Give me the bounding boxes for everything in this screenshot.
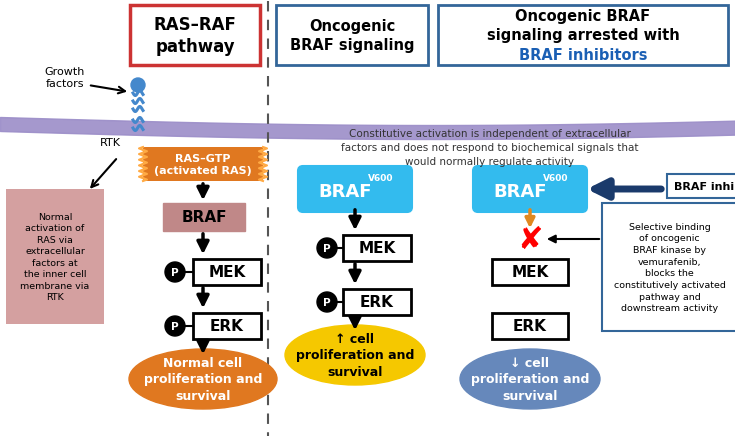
Text: RAS–GTP
(activated RAS): RAS–GTP (activated RAS) xyxy=(154,154,252,176)
Text: Constitutive activation is independent of extracellular
factors and does not res: Constitutive activation is independent o… xyxy=(341,129,639,166)
Bar xyxy=(130,6,260,66)
Circle shape xyxy=(317,238,337,258)
Text: ↓ cell
proliferation and
survival: ↓ cell proliferation and survival xyxy=(471,356,589,402)
Ellipse shape xyxy=(129,349,277,409)
Text: P: P xyxy=(323,297,331,307)
Text: MEK: MEK xyxy=(209,265,245,280)
Bar xyxy=(6,190,104,324)
Bar xyxy=(492,259,568,285)
Bar xyxy=(667,175,735,198)
Text: ERK: ERK xyxy=(513,319,547,334)
Text: Normal
activation of
RAS via
extracellular
factors at
the inner cell
membrane vi: Normal activation of RAS via extracellul… xyxy=(21,212,90,301)
Circle shape xyxy=(165,262,185,283)
Text: ERK: ERK xyxy=(360,295,394,310)
Text: BRAF: BRAF xyxy=(493,183,547,201)
Text: MEK: MEK xyxy=(359,241,395,256)
Bar xyxy=(438,6,728,66)
Text: BRAF: BRAF xyxy=(318,183,372,201)
Bar xyxy=(163,204,245,231)
Ellipse shape xyxy=(460,349,600,409)
Bar xyxy=(492,313,568,339)
Text: RTK: RTK xyxy=(99,138,121,148)
Text: ✘: ✘ xyxy=(517,225,542,254)
Circle shape xyxy=(165,316,185,336)
Bar xyxy=(276,6,428,66)
Text: Growth
factors: Growth factors xyxy=(45,67,85,89)
FancyBboxPatch shape xyxy=(298,166,412,212)
Circle shape xyxy=(317,292,337,312)
Bar xyxy=(343,236,411,261)
Text: BRAF inhibitors: BRAF inhibitors xyxy=(519,48,648,64)
Text: P: P xyxy=(323,244,331,254)
Text: V600: V600 xyxy=(368,174,394,183)
Bar xyxy=(143,148,263,182)
Text: V600: V600 xyxy=(543,174,569,183)
Bar xyxy=(193,259,261,285)
Text: RAS–RAF
pathway: RAS–RAF pathway xyxy=(154,16,237,56)
Ellipse shape xyxy=(285,325,425,385)
Text: ERK: ERK xyxy=(210,319,244,334)
Text: P: P xyxy=(171,321,179,331)
Circle shape xyxy=(131,79,145,93)
Text: BRAF inhibitors: BRAF inhibitors xyxy=(673,182,735,191)
Bar xyxy=(193,313,261,339)
Text: BRAF: BRAF xyxy=(182,210,227,225)
Bar xyxy=(602,204,735,331)
FancyBboxPatch shape xyxy=(473,166,587,212)
Text: Oncogenic
BRAF signaling: Oncogenic BRAF signaling xyxy=(290,19,415,53)
Text: Oncogenic BRAF
signaling arrested with: Oncogenic BRAF signaling arrested with xyxy=(487,9,679,42)
Bar xyxy=(343,290,411,315)
Text: ↑ cell
proliferation and
survival: ↑ cell proliferation and survival xyxy=(295,332,415,378)
Text: P: P xyxy=(171,267,179,277)
Text: Selective binding
of oncogenic
BRAF kinase by
vemurafenib,
blocks the
constituti: Selective binding of oncogenic BRAF kina… xyxy=(614,222,725,313)
Text: MEK: MEK xyxy=(512,265,548,280)
Text: Normal cell
proliferation and
survival: Normal cell proliferation and survival xyxy=(144,356,262,402)
